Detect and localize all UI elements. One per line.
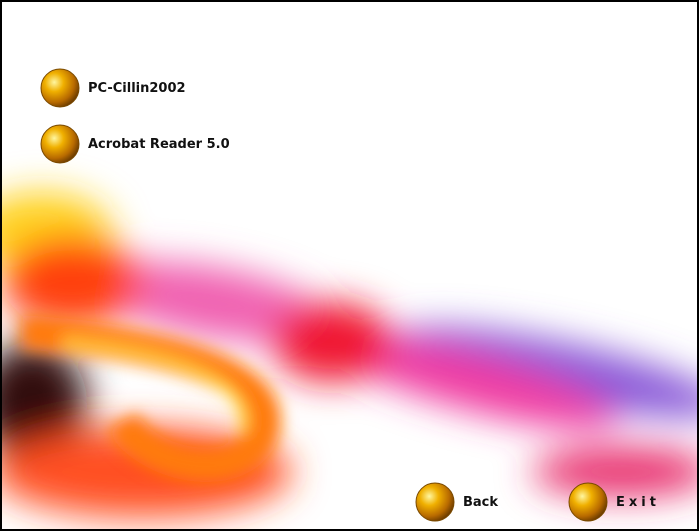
back-button[interactable]: Back (415, 482, 498, 522)
orb-icon (568, 482, 608, 522)
menu-label: PC-Cillin2002 (88, 80, 186, 96)
orb-icon (40, 68, 80, 108)
menu-item[interactable]: PC-Cillin2002 (40, 68, 186, 108)
button-label: Back (463, 494, 499, 510)
exit-button[interactable]: Exit (568, 482, 660, 522)
button-label: Exit (616, 494, 660, 510)
menu-label: Acrobat Reader 5.0 (88, 136, 230, 152)
menu-item[interactable]: Acrobat Reader 5.0 (40, 124, 230, 164)
orb-icon (415, 482, 455, 522)
orb-icon (40, 124, 80, 164)
